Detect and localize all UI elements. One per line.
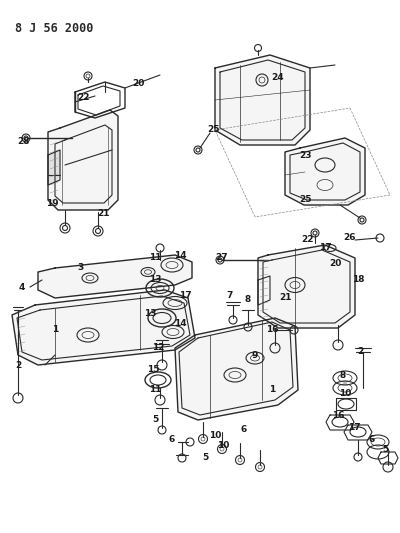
Text: 2: 2	[15, 360, 21, 369]
Polygon shape	[285, 138, 365, 205]
Text: 22: 22	[302, 236, 314, 245]
Text: 4: 4	[19, 282, 25, 292]
Text: 5: 5	[382, 446, 388, 455]
Polygon shape	[258, 245, 355, 328]
Text: 12: 12	[152, 343, 164, 352]
Text: 8: 8	[245, 295, 251, 304]
Text: 17: 17	[319, 244, 331, 253]
Text: 17: 17	[348, 424, 360, 432]
Text: 2: 2	[357, 348, 363, 357]
Text: 25: 25	[207, 125, 219, 134]
Text: 10: 10	[209, 431, 221, 440]
Text: 8: 8	[340, 370, 346, 379]
Text: 18: 18	[352, 276, 364, 285]
Text: 5: 5	[202, 454, 208, 463]
Text: 26: 26	[344, 232, 356, 241]
Text: 20: 20	[329, 259, 341, 268]
Text: 24: 24	[272, 74, 284, 83]
Text: 28: 28	[17, 138, 29, 147]
Text: 14: 14	[174, 251, 186, 260]
Text: 10: 10	[339, 389, 351, 398]
Polygon shape	[175, 318, 298, 420]
Text: 7: 7	[227, 290, 233, 300]
Text: 21: 21	[97, 208, 109, 217]
Polygon shape	[48, 150, 60, 185]
Text: 19: 19	[46, 199, 58, 208]
Text: 10: 10	[217, 440, 229, 449]
Text: 8 J 56 2000: 8 J 56 2000	[15, 22, 93, 35]
Text: 11: 11	[149, 385, 161, 394]
Text: 17: 17	[179, 290, 191, 300]
Text: 3: 3	[77, 263, 83, 272]
Text: 20: 20	[132, 78, 144, 87]
Text: 1: 1	[269, 385, 275, 394]
Text: 15: 15	[147, 366, 159, 375]
Text: 16: 16	[332, 410, 344, 419]
Text: 9: 9	[252, 351, 258, 359]
Text: 22: 22	[77, 93, 89, 101]
Polygon shape	[215, 55, 310, 145]
Text: 5: 5	[152, 416, 158, 424]
Polygon shape	[12, 290, 195, 365]
Text: 6: 6	[369, 435, 375, 445]
Text: 21: 21	[279, 294, 291, 303]
Text: 13: 13	[144, 309, 156, 318]
Text: 11: 11	[149, 254, 161, 262]
Text: 14: 14	[174, 319, 186, 327]
Text: 25: 25	[299, 196, 311, 205]
Text: 23: 23	[299, 150, 311, 159]
Text: 1: 1	[52, 326, 58, 335]
Polygon shape	[38, 255, 192, 298]
Text: 16: 16	[266, 326, 278, 335]
Text: 13: 13	[149, 276, 161, 285]
Text: 6: 6	[169, 435, 175, 445]
Text: 6: 6	[241, 425, 247, 434]
Text: 27: 27	[216, 254, 228, 262]
Polygon shape	[48, 110, 118, 210]
